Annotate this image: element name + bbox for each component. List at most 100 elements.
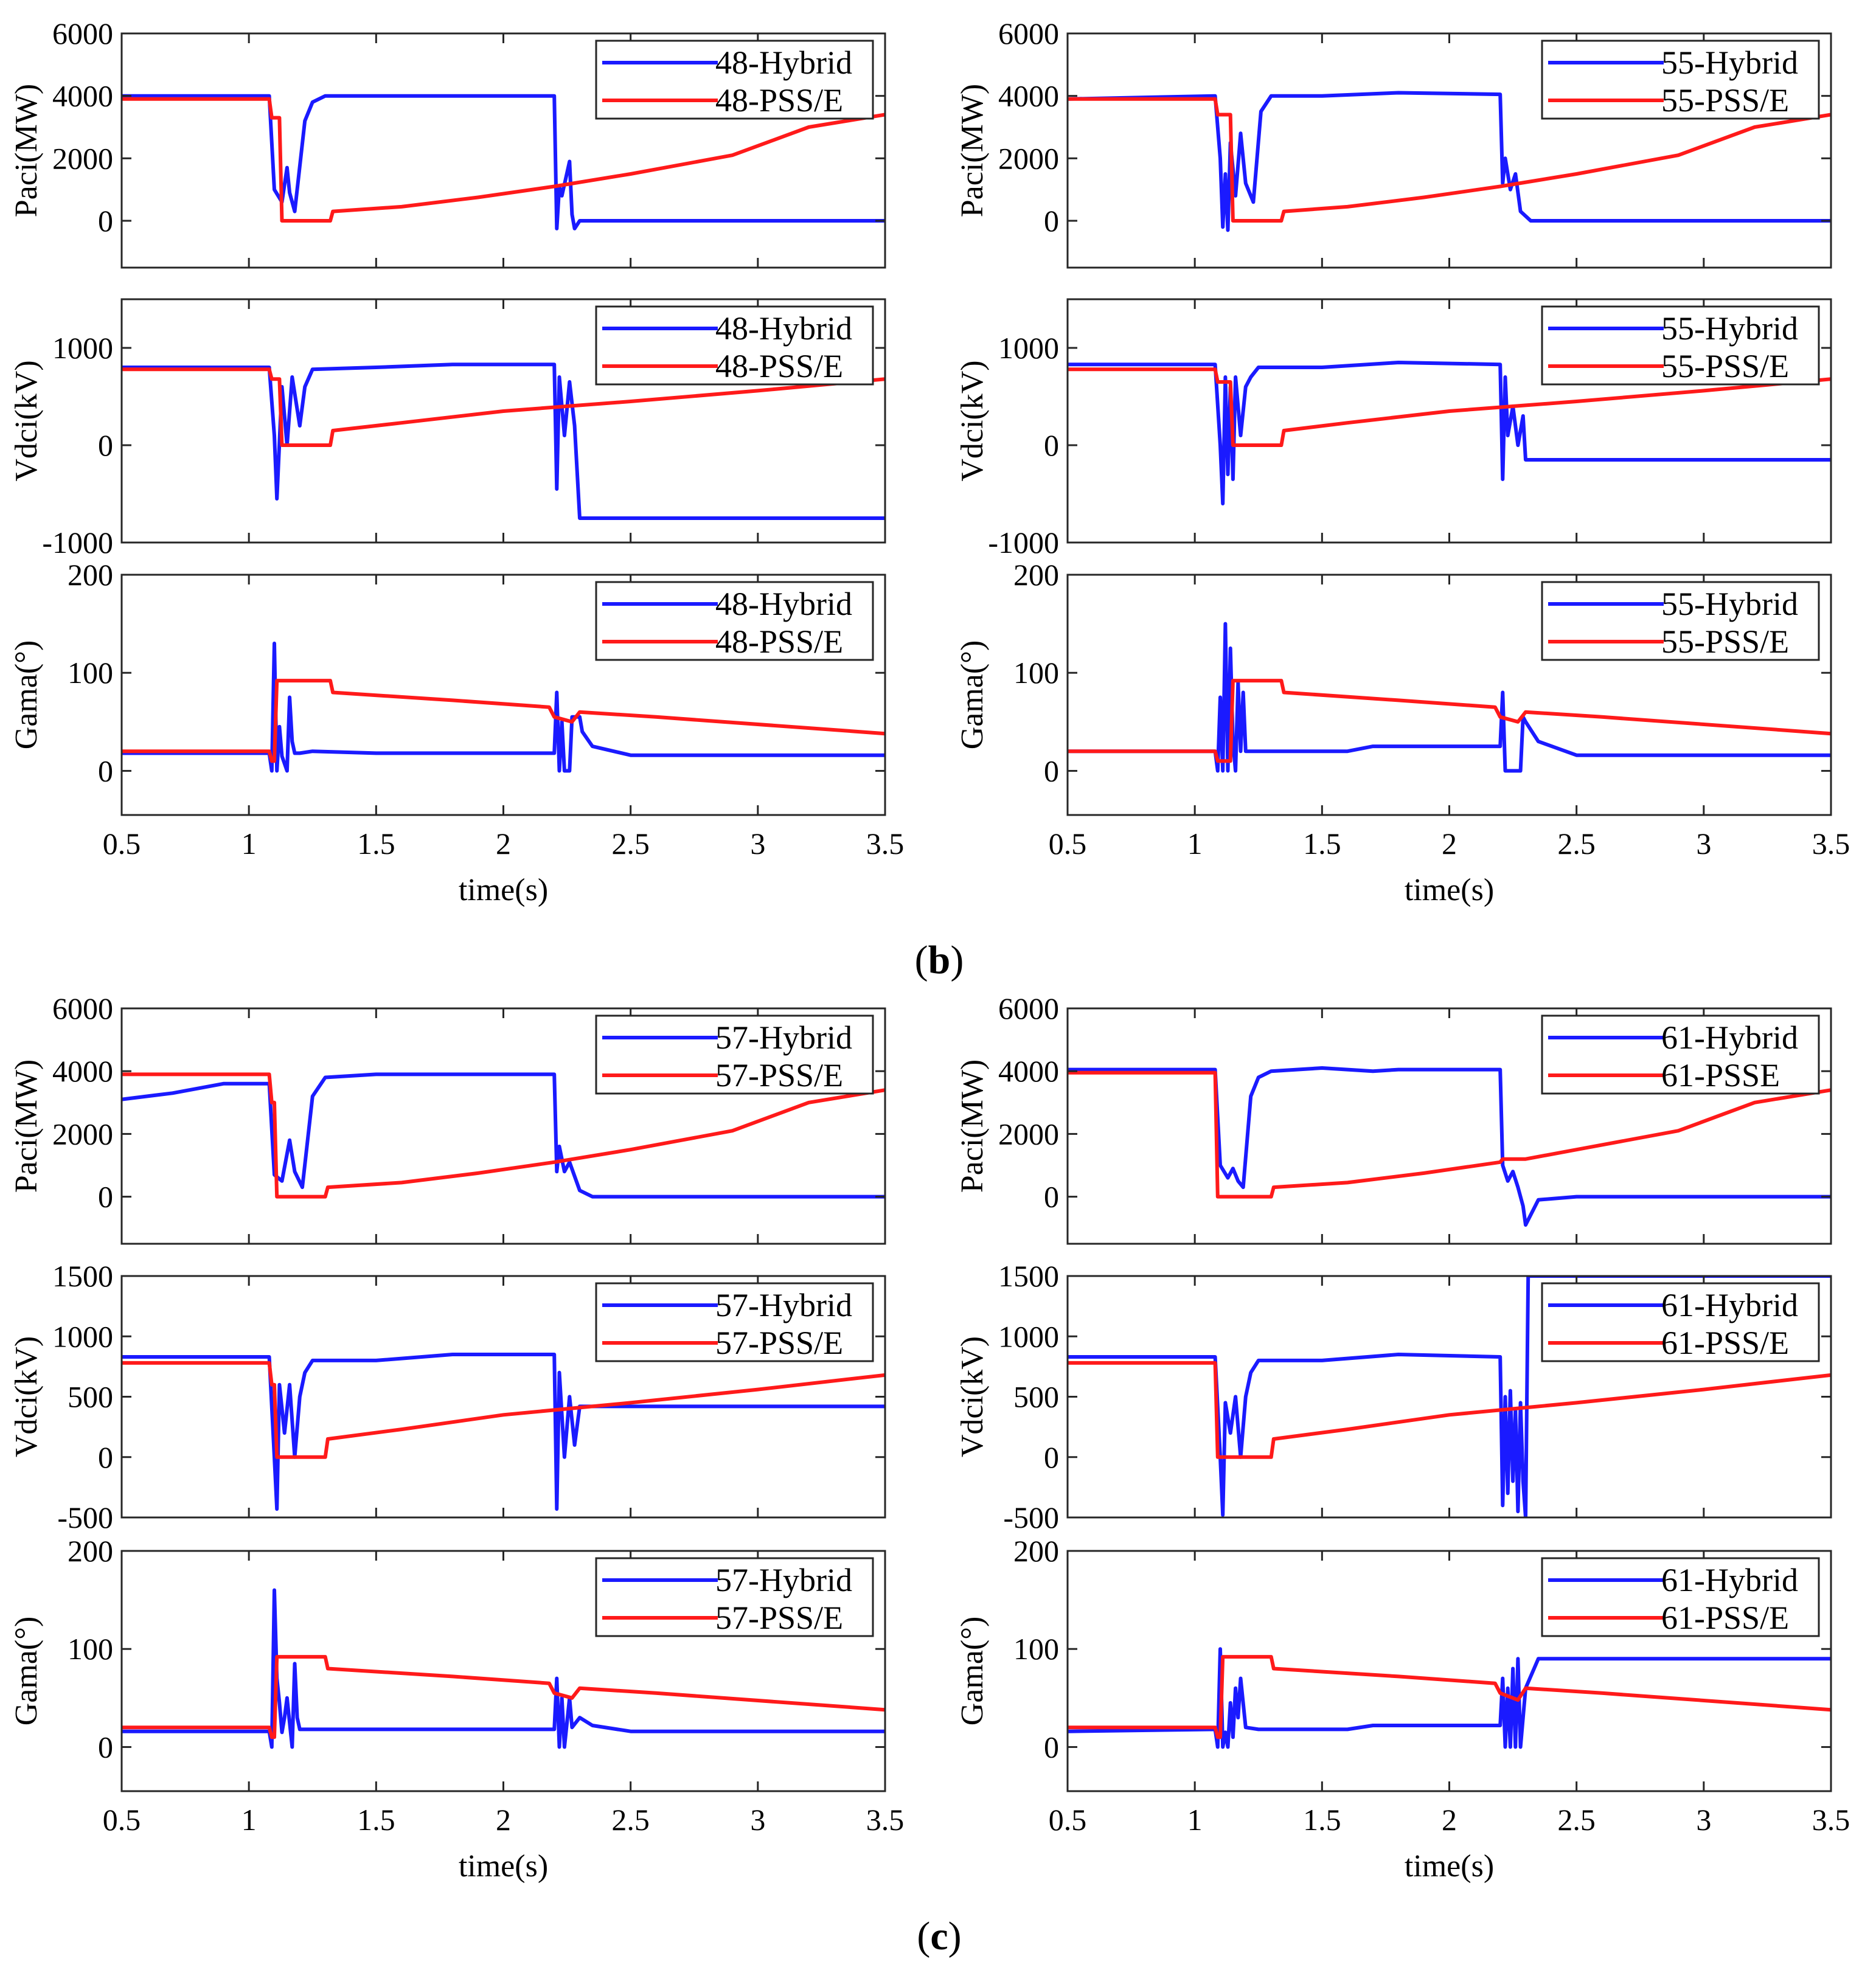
chart-b-right-bottom-series-group [1068, 622, 1831, 773]
panel-label-b-close: ) [950, 938, 964, 982]
chart-c-right-top-legend-label-0: 61-Hybrid [1661, 1019, 1798, 1056]
chart-c-left-middle-legend-label-0: 57-Hybrid [715, 1287, 852, 1323]
chart-b-left-top-legend-box [595, 40, 874, 120]
chart-b-left-middle-legend-label-1: 48-PSS/E [715, 348, 843, 384]
chart-c-left-middle-ytick-label: 500 [68, 1380, 113, 1414]
chart-b-right-bottom-line-55-pss-e [1068, 679, 1831, 763]
panel-label-c-letter: c [930, 1914, 948, 1958]
chart-c-left-top-series-group [122, 1072, 885, 1199]
chart-b-left-bottom-xtick-label: 0.5 [103, 827, 141, 861]
chart-c-right-bottom-xlabel: time(s) [1405, 1849, 1494, 1884]
chart-c-left-top-line-57-hybrid [122, 1072, 885, 1199]
panel-label-c: (c) [917, 1914, 961, 1958]
chart-c-right-middle-ytick-label: 1000 [998, 1319, 1059, 1353]
chart-b-left-top-series-group [122, 94, 885, 231]
chart-c-right-top-line-61-psse [1068, 1070, 1831, 1199]
chart-c-left-top-legend-label-0: 57-Hybrid [715, 1019, 852, 1056]
chart-c-left-middle-line-57-hybrid [122, 1353, 885, 1511]
chart-c-left-bottom-ytick-label: 100 [68, 1632, 113, 1666]
chart-c-right-top-line-61-hybrid [1068, 1066, 1831, 1227]
chart-c-left-bottom: 0 100 200 0.5 1 1.5 2 2.5 3 3.5 Gama(°) time(s) 57-H… [9, 1534, 904, 1884]
chart-b-left-middle-ytick-label: 0 [98, 428, 113, 462]
chart-c-right-bottom-xtick-label: 2.5 [1557, 1803, 1596, 1837]
chart-c-right-top-legend-label-1: 61-PSSE [1661, 1057, 1780, 1094]
chart-c-right-middle-ytick-label: -500 [1003, 1500, 1059, 1534]
charts-layer: 0200040006000Paci(MW)48-Hybrid48-PSS/E-1… [9, 16, 1850, 1884]
chart-c-left-top-ytick-label: 4000 [52, 1054, 113, 1088]
chart-b-left-bottom-series-group [122, 641, 885, 773]
chart-c-right-middle-line-61-hybrid [1068, 1276, 1831, 1517]
chart-b-left-bottom-xtick-label: 1.5 [357, 827, 395, 861]
chart-b-right-top-legend-box [1541, 40, 1820, 120]
chart-c-left-top-ylabel: Paci(MW) [9, 1059, 44, 1193]
chart-b-right-bottom-xtick-label: 1 [1187, 827, 1203, 861]
chart-b-right-middle-legend-label-1: 55-PSS/E [1661, 348, 1789, 384]
chart-b-right-bottom-xtick-label: 0.5 [1049, 827, 1087, 861]
chart-b-left-middle-line-48-hybrid [122, 362, 885, 520]
panel-label-c-open: ( [917, 1914, 930, 1958]
chart-b-right-bottom: 0 100 200 0.5 1 1.5 2 2.5 3 3.5 Gama(°) time(s) 55-H… [955, 558, 1850, 907]
chart-b-left-top-ytick-label: 0 [98, 204, 113, 238]
chart-b-left-bottom-legend-box [595, 581, 874, 661]
chart-c-left-bottom-legend-label-0: 57-Hybrid [715, 1562, 852, 1598]
chart-b-left-bottom-xtick-label: 2 [496, 827, 511, 861]
chart-b-left-top-ylabel: Paci(MW) [9, 84, 44, 217]
chart-c-left-top-ytick-label: 6000 [52, 991, 113, 1025]
chart-c-right-top-ytick-label: 4000 [998, 1054, 1059, 1088]
chart-b-right-bottom-xtick-label: 3 [1696, 827, 1711, 861]
chart-c-right-bottom-xtick-label: 3 [1696, 1803, 1711, 1837]
chart-b-left-bottom-ytick-label: 100 [68, 656, 113, 690]
chart-b-left-bottom-line-48-hybrid [122, 641, 885, 773]
chart-b-right-middle-ylabel: Vdci(kV) [955, 360, 990, 481]
chart-b-left-middle-series-group [122, 362, 885, 520]
chart-c-right-bottom-xtick-label: 2 [1442, 1803, 1457, 1837]
chart-b-right-bottom-legend-label-0: 55-Hybrid [1661, 586, 1798, 622]
chart-b-right-middle-line-55-pss-e [1068, 367, 1831, 447]
chart-b-left-bottom-ytick-label: 0 [98, 754, 113, 788]
chart-c-left-middle-ylabel: Vdci(kV) [9, 1336, 44, 1457]
chart-c-right-middle-ytick-label: 1500 [998, 1259, 1059, 1293]
chart-b-left-top-ytick-label: 4000 [52, 79, 113, 113]
chart-b-left-middle-ytick-label: 1000 [52, 331, 113, 365]
chart-b-left-top-ytick-label: 6000 [52, 16, 113, 50]
chart-b-right-middle-ytick-label: -1000 [988, 525, 1059, 560]
chart-c-left-bottom-legend-box [595, 1557, 874, 1637]
chart-b-left-bottom-xtick-label: 3.5 [866, 827, 905, 861]
chart-c-left-bottom-xtick-label: 3.5 [866, 1803, 905, 1837]
chart-b-left-bottom-line-48-pss-e [122, 679, 885, 763]
chart-c-right-top-ytick-label: 6000 [998, 991, 1059, 1025]
chart-b-left-middle-ytick-label: -1000 [42, 525, 113, 560]
chart-b-left-top-legend-label-1: 48-PSS/E [715, 82, 843, 119]
chart-b-left-bottom-ylabel: Gama(°) [9, 640, 44, 750]
chart-b-left-top-ytick-label: 2000 [52, 141, 113, 175]
chart-c-left-middle-ytick-label: 0 [98, 1440, 113, 1474]
chart-c-left-middle-series-group [122, 1353, 885, 1511]
chart-b-left-top-line-48-pss-e [122, 97, 885, 223]
chart-c-left-middle-line-57-pss-e [122, 1361, 885, 1459]
chart-b-right-bottom-xtick-label: 1.5 [1303, 827, 1341, 861]
chart-c-left-bottom-line-57-pss-e [122, 1655, 885, 1739]
chart-b-right-bottom-legend-label-1: 55-PSS/E [1661, 623, 1789, 660]
chart-c-left-top-legend-box [595, 1014, 874, 1095]
chart-c-right-bottom-xtick-label: 0.5 [1049, 1803, 1087, 1837]
chart-c-right-middle-legend-box [1541, 1282, 1820, 1362]
chart-c-right-bottom-ytick-label: 100 [1013, 1632, 1059, 1666]
chart-c-right-bottom-legend-box [1541, 1557, 1820, 1637]
chart-c-left-middle-ytick-label: 1500 [52, 1259, 113, 1293]
chart-b-right-bottom-legend-box [1541, 581, 1820, 661]
chart-b-left-middle-legend-box [595, 305, 874, 386]
chart-c-right-bottom-line-61-pss-e [1068, 1655, 1831, 1739]
chart-b-right-bottom-xtick-label: 3.5 [1812, 827, 1850, 861]
chart-b-right-middle-series-group [1068, 361, 1831, 505]
chart-b-right-middle-legend-box [1541, 305, 1820, 386]
